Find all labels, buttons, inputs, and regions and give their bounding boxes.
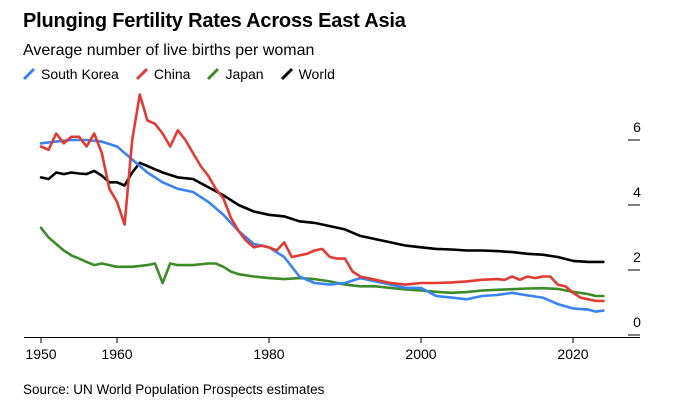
legend-label-world: World bbox=[298, 66, 335, 82]
legend-swatch-china bbox=[135, 67, 148, 81]
series-line-china bbox=[39, 93, 605, 303]
legend-label-china: China bbox=[153, 66, 191, 82]
chart-legend: South Korea China Japan World bbox=[22, 66, 335, 82]
legend-swatch-world bbox=[280, 67, 293, 81]
legend-label-south-korea: South Korea bbox=[41, 66, 119, 82]
y-tick-label-4: 4 bbox=[633, 184, 641, 200]
series-line-world bbox=[39, 161, 605, 264]
legend-swatch-south-korea bbox=[22, 67, 36, 81]
x-tick-label-1950: 1950 bbox=[25, 346, 56, 362]
legend-swatch-japan bbox=[207, 67, 220, 81]
source-note: Source: UN World Population Prospects es… bbox=[23, 382, 325, 397]
legend-item-world: World bbox=[280, 66, 335, 82]
series-line-south-korea bbox=[39, 138, 605, 313]
chart-title: Plunging Fertility Rates Across East Asi… bbox=[23, 10, 406, 32]
y-tick-label-0: 0 bbox=[633, 314, 641, 330]
x-tick-label-2000: 2000 bbox=[405, 346, 436, 362]
series-line-japan bbox=[39, 226, 605, 298]
x-tick-label-1980: 1980 bbox=[253, 346, 284, 362]
y-tick-label-6: 6 bbox=[633, 119, 641, 135]
legend-item-japan: Japan bbox=[206, 66, 264, 82]
chart-subtitle: Average number of live births per woman bbox=[23, 42, 315, 59]
legend-item-south-korea: South Korea bbox=[22, 66, 119, 82]
legend-item-china: China bbox=[135, 66, 191, 82]
x-tick-label-1960: 1960 bbox=[101, 346, 132, 362]
y-tick-label-2: 2 bbox=[633, 249, 641, 265]
legend-label-japan: Japan bbox=[225, 66, 264, 82]
x-tick-label-2020: 2020 bbox=[557, 346, 588, 362]
